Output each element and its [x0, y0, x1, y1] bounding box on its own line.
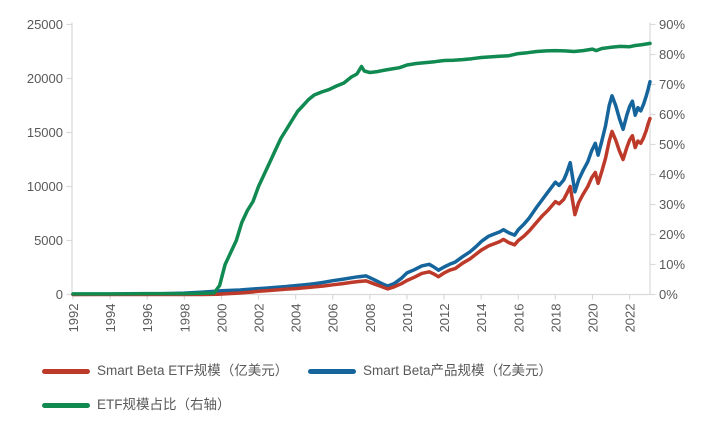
- svg-text:2012: 2012: [437, 304, 452, 333]
- legend-label-smart-beta-products: Smart Beta产品规模（亿美元）: [363, 363, 553, 378]
- svg-text:60%: 60%: [659, 107, 685, 122]
- svg-text:2016: 2016: [511, 304, 526, 333]
- svg-text:0%: 0%: [659, 287, 678, 302]
- plot-area: 0 5000 10000 15000 20000 25000 0% 10% 20% 30% 40% 5…: [27, 17, 686, 333]
- svg-text:70%: 70%: [659, 77, 685, 92]
- svg-text:2022: 2022: [623, 304, 638, 333]
- svg-text:2018: 2018: [548, 304, 563, 333]
- svg-text:90%: 90%: [659, 17, 685, 32]
- legend-row-1: Smart Beta ETF规模（亿美元） Smart Beta产品规模（亿美元…: [42, 362, 682, 380]
- blue-line-marker-icon: [308, 368, 356, 374]
- svg-text:2010: 2010: [400, 304, 415, 333]
- legend-item-smart-beta-products: Smart Beta产品规模（亿美元）: [308, 362, 552, 380]
- svg-text:80%: 80%: [659, 47, 685, 62]
- legend-label-smart-beta-etf: Smart Beta ETF规模（亿美元）: [97, 363, 289, 378]
- legend-row-2: ETF规模占比（右轴）: [42, 396, 682, 414]
- svg-text:2014: 2014: [474, 304, 489, 333]
- legend-item-smart-beta-etf: Smart Beta ETF规模（亿美元）: [42, 362, 294, 380]
- svg-text:1992: 1992: [66, 304, 81, 333]
- green-line-marker-icon: [42, 402, 90, 408]
- svg-text:1996: 1996: [140, 304, 155, 333]
- svg-text:10%: 10%: [659, 257, 685, 272]
- svg-text:50%: 50%: [659, 137, 685, 152]
- red-line-marker-icon: [42, 368, 90, 374]
- svg-text:2008: 2008: [363, 304, 378, 333]
- svg-text:2020: 2020: [585, 304, 600, 333]
- line-chart: 0 5000 10000 15000 20000 25000 0% 10% 20% 30% 40% 5…: [27, 17, 686, 333]
- svg-text:10000: 10000: [27, 179, 63, 194]
- svg-text:40%: 40%: [659, 167, 685, 182]
- svg-text:2000: 2000: [214, 304, 229, 333]
- svg-text:2002: 2002: [252, 304, 267, 333]
- svg-text:15000: 15000: [27, 125, 63, 140]
- svg-text:1998: 1998: [177, 304, 192, 333]
- legend-item-etf-share: ETF规模占比（右轴）: [42, 396, 231, 414]
- svg-text:20%: 20%: [659, 227, 685, 242]
- legend-label-etf-share: ETF规模占比（右轴）: [97, 397, 231, 412]
- svg-text:25000: 25000: [27, 17, 63, 32]
- legend: Smart Beta ETF规模（亿美元） Smart Beta产品规模（亿美元…: [42, 362, 682, 414]
- svg-text:1994: 1994: [103, 304, 118, 333]
- svg-text:2004: 2004: [289, 304, 304, 333]
- svg-text:0: 0: [56, 287, 63, 302]
- svg-text:30%: 30%: [659, 197, 685, 212]
- svg-text:5000: 5000: [34, 233, 63, 248]
- svg-text:2006: 2006: [326, 304, 341, 333]
- svg-text:20000: 20000: [27, 71, 63, 86]
